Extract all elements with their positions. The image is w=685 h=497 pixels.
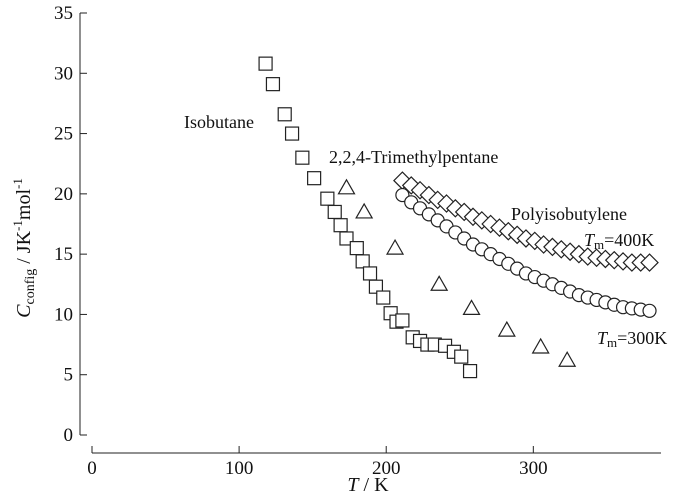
tm400-value: =400K <box>604 230 654 250</box>
annotation-trimethylpentane: 2,2,4-Trimethylpentane <box>329 147 498 167</box>
y-tick-label-10: 10 <box>54 304 73 325</box>
ticks: 0 100 200 300 0 5 10 15 20 25 30 35 <box>54 3 548 479</box>
annotation-polyisobutylene: Polyisobutylene <box>511 204 627 224</box>
point-square-2 <box>277 107 292 122</box>
point-diamond-28 <box>640 253 659 272</box>
point-square-24 <box>454 349 469 364</box>
tm300-value: =300K <box>617 328 667 348</box>
y-axis-unit-jk: JK <box>13 230 35 253</box>
y-axis-title: Cconfig / JK-1mol-1 <box>10 178 38 318</box>
x-axis-symbol: T <box>347 474 360 496</box>
point-triangle-6 <box>531 337 550 354</box>
point-triangle-5 <box>497 320 516 337</box>
point-triangle-4 <box>462 299 481 315</box>
data-marks <box>258 56 659 379</box>
annotation-tm-300k: Tm=300K <box>597 328 667 350</box>
x-axis-unit: K <box>374 474 389 496</box>
tm400-symbol: T <box>584 230 596 250</box>
point-square-14 <box>376 290 391 305</box>
point-square-5 <box>307 171 322 186</box>
point-square-3 <box>284 126 300 141</box>
point-square-12 <box>362 266 378 281</box>
series-isobutane <box>258 56 478 379</box>
point-triangle-1 <box>355 202 374 219</box>
point-square-11 <box>355 254 370 269</box>
series-2-2-4-trimethylpentane <box>337 178 577 367</box>
y-axis-sup-1: -1 <box>10 220 25 231</box>
point-triangle-0 <box>337 178 356 195</box>
y-tick-label-15: 15 <box>54 244 73 265</box>
x-tick-label-200: 200 <box>372 458 401 479</box>
y-tick-label-25: 25 <box>54 124 73 145</box>
point-square-8 <box>333 218 348 233</box>
point-circle-28 <box>642 303 657 318</box>
point-square-6 <box>320 191 335 206</box>
y-axis-symbol: C <box>13 304 35 318</box>
series-polyisobutylene <box>393 171 659 272</box>
point-square-17 <box>395 313 410 328</box>
point-triangle-7 <box>558 351 577 367</box>
x-tick-label-0: 0 <box>87 458 97 479</box>
y-axis-separator: / <box>13 253 35 269</box>
x-tick-label-300: 300 <box>519 458 548 479</box>
y-tick-label-30: 30 <box>54 63 73 84</box>
point-square-4 <box>295 150 310 165</box>
x-axis-title: T / K <box>347 474 389 496</box>
point-square-13 <box>368 279 384 294</box>
y-axis-sup-2: -1 <box>10 178 25 189</box>
x-tick-label-100: 100 <box>225 458 254 479</box>
annotation-isobutane: Isobutane <box>184 112 254 132</box>
tm300-subscript: m <box>607 335 617 350</box>
x-axis-separator: / <box>359 474 375 496</box>
y-axis-subscript: config <box>23 269 38 305</box>
point-square-10 <box>349 241 364 256</box>
point-square-0 <box>258 56 273 71</box>
y-tick-label-5: 5 <box>64 365 74 386</box>
y-tick-label-0: 0 <box>64 425 74 446</box>
point-diamond-12 <box>498 221 518 241</box>
tm400-subscript: m <box>594 237 604 252</box>
point-triangle-3 <box>430 275 449 291</box>
annotation-tm-400k: Tm=400K <box>584 230 654 252</box>
y-tick-label-35: 35 <box>54 3 73 24</box>
point-square-7 <box>327 204 342 220</box>
y-axis-unit-mol: mol <box>13 189 35 221</box>
series-circle <box>395 187 657 318</box>
y-tick-label-20: 20 <box>54 184 73 205</box>
axes <box>79 13 661 454</box>
point-square-1 <box>265 77 281 92</box>
tm300-symbol: T <box>597 328 609 348</box>
point-square-25 <box>462 363 478 379</box>
point-triangle-2 <box>386 238 405 255</box>
